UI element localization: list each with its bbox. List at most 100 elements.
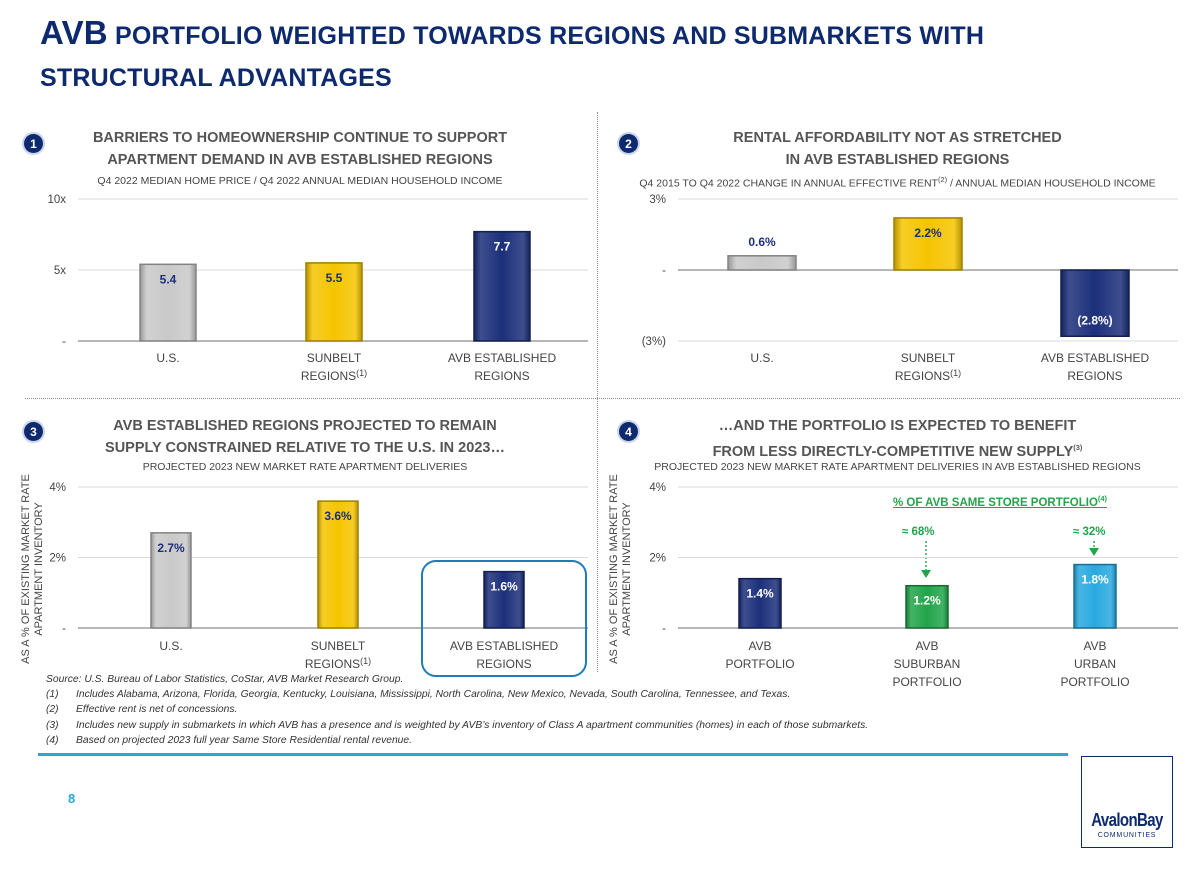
x-tick-sup: (1): [360, 656, 371, 666]
x-tick-label: REGIONS(1): [895, 368, 961, 383]
y-tick-label: 10x: [47, 194, 66, 206]
footnote-3: (3) Includes new supply in submarkets in …: [46, 718, 868, 733]
x-tick-sup: (1): [356, 368, 367, 378]
footnote-1-text: Includes Alabama, Arizona, Florida, Geor…: [76, 689, 791, 701]
logo-sub: COMMUNITIES: [1097, 832, 1157, 839]
x-tick-label: PORTFOLIO: [892, 675, 961, 689]
panel-3-badge: 3: [24, 422, 43, 441]
page-number: 8: [68, 791, 76, 806]
panel-1-badge: 1: [24, 134, 43, 153]
x-tick-label: AVB ESTABLISHED: [450, 639, 559, 653]
x-tick-label: AVB: [915, 639, 938, 653]
x-tick-label: SUNBELT: [901, 351, 956, 365]
x-tick-label: AVB ESTABLISHED: [448, 351, 557, 365]
data-label: (2.8%): [1077, 313, 1112, 327]
panel-1-subtitle: Q4 2022 MEDIAN HOME PRICE / Q4 2022 ANNU…: [97, 175, 503, 187]
footnote-4: (4) Based on projected 2023 full year Sam…: [46, 733, 868, 748]
x-tick-label: REGIONS(1): [301, 368, 367, 383]
bar: [727, 255, 797, 271]
y-tick-label: 3%: [649, 194, 666, 206]
page-title-line1: AVB PORTFOLIO WEIGHTED TOWARDS REGIONS A…: [40, 14, 984, 52]
data-label: 3.6%: [324, 509, 352, 523]
panel-2-subtitle-a: Q4 2015 TO Q4 2022 CHANGE IN ANNUAL EFFE…: [639, 177, 938, 190]
x-tick-label: REGIONS: [1067, 369, 1122, 383]
panel-4-badge: 4: [619, 422, 638, 441]
bar: [317, 500, 359, 629]
footnote-2-num: (2): [46, 704, 59, 716]
y-tick-label: 4%: [49, 482, 66, 494]
footnote-3-text: Includes new supply in submarkets in whi…: [76, 719, 869, 731]
bar: [150, 532, 192, 629]
bar: [893, 217, 963, 271]
y-tick-label: -: [62, 623, 66, 635]
bar: [905, 584, 949, 629]
x-tick-label: AVB: [1083, 639, 1106, 653]
panel-4-title-line1: …AND THE PORTFOLIO IS EXPECTED TO BENEFI…: [718, 418, 1077, 434]
panel-4-subtitle: PROJECTED 2023 NEW MARKET RATE APARTMENT…: [654, 461, 1141, 473]
panel-2-title: RENTAL AFFORDABILITY NOT AS STRETCHED IN…: [650, 127, 1145, 171]
x-tick-label: SUBURBAN: [894, 657, 961, 671]
data-label: 5.5: [326, 271, 343, 285]
panel-2-title-line1: RENTAL AFFORDABILITY NOT AS STRETCHED: [733, 130, 1062, 146]
panel-2-title-line2: IN AVB ESTABLISHED REGIONS: [785, 152, 1010, 168]
x-tick-label: U.S.: [156, 351, 179, 365]
bar: [473, 230, 531, 342]
footnote-4-num: (4): [46, 734, 59, 746]
panel-3-subtitle: PROJECTED 2023 NEW MARKET RATE APARTMENT…: [142, 461, 468, 473]
x-tick-label: U.S.: [159, 639, 182, 653]
logo-name: AvalonBay: [1091, 809, 1163, 832]
page-title-line2: STRUCTURAL ADVANTAGES: [40, 64, 392, 92]
data-label: 2.7%: [157, 541, 185, 555]
data-label: 7.7: [494, 240, 511, 254]
footnotes: Source: U.S. Bureau of Labor Statistics,…: [46, 672, 868, 748]
vertical-divider: [597, 112, 598, 672]
title-avb: AVB: [40, 14, 108, 51]
x-tick-label: REGIONS: [474, 369, 529, 383]
x-tick-sup: (1): [950, 368, 961, 378]
footnote-4-text: Based on projected 2023 full year Same S…: [76, 734, 412, 746]
x-tick-label: URBAN: [1074, 657, 1116, 671]
x-tick-label: PORTFOLIO: [1060, 675, 1129, 689]
bar: [139, 263, 197, 342]
y-tick-label: (3%): [642, 336, 666, 348]
panel-3-title: AVB ESTABLISHED REGIONS PROJECTED TO REM…: [60, 415, 550, 459]
x-tick-label: AVB: [748, 639, 771, 653]
highlight-box: [421, 560, 587, 677]
panel-4-title: …AND THE PORTFOLIO IS EXPECTED TO BENEFI…: [650, 415, 1145, 463]
panel-3-title-line1: AVB ESTABLISHED REGIONS PROJECTED TO REM…: [113, 418, 497, 434]
y-tick-label: -: [662, 265, 666, 277]
panel-4-note-text: % OF AVB SAME STORE PORTFOLIO: [893, 496, 1098, 509]
footnote-2: (2) Effective rent is net of concessions.: [46, 702, 868, 717]
footnote-3-num: (3): [46, 719, 59, 731]
suburban-arrow-icon: [921, 541, 931, 578]
y-tick-label: -: [662, 623, 666, 635]
data-label: 0.6%: [748, 235, 776, 249]
y-tick-label: -: [62, 336, 66, 348]
panel-2-badge: 2: [619, 134, 638, 153]
bar: [1073, 563, 1117, 629]
bar: [483, 570, 525, 629]
panel-4-same-store-note: % OF AVB SAME STORE PORTFOLIO(4): [893, 494, 1107, 509]
footnote-1: (1) Includes Alabama, Arizona, Florida, G…: [46, 687, 868, 702]
data-label: 1.8%: [1081, 573, 1109, 587]
panel-4-title-line2: FROM LESS DIRECTLY-COMPETITIVE NEW SUPPL…: [650, 437, 1145, 463]
y-tick-label: 4%: [649, 482, 666, 494]
bar: [305, 262, 363, 342]
urban-arrow-icon: [1089, 541, 1099, 556]
footnote-source: Source: U.S. Bureau of Labor Statistics,…: [46, 674, 404, 685]
footer-rule: [38, 753, 1068, 756]
bar: [1060, 269, 1130, 338]
panel-4-title-sup: (3): [1073, 443, 1083, 452]
avalonbay-logo: AvalonBay COMMUNITIES: [1081, 756, 1173, 848]
panel-1-title-line2: APARTMENT DEMAND IN AVB ESTABLISHED REGI…: [107, 152, 493, 168]
panel-3-title-line2: SUPPLY CONSTRAINED RELATIVE TO THE U.S. …: [105, 440, 505, 456]
x-tick-label: REGIONS(1): [305, 656, 371, 671]
horizontal-divider: [25, 398, 1180, 399]
data-label: 1.4%: [746, 587, 774, 601]
data-label: 2.2%: [914, 226, 942, 240]
panel-1-title: BARRIERS TO HOMEOWNERSHIP CONTINUE TO SU…: [60, 127, 540, 171]
footnote-2-text: Effective rent is net of concessions.: [76, 704, 238, 716]
